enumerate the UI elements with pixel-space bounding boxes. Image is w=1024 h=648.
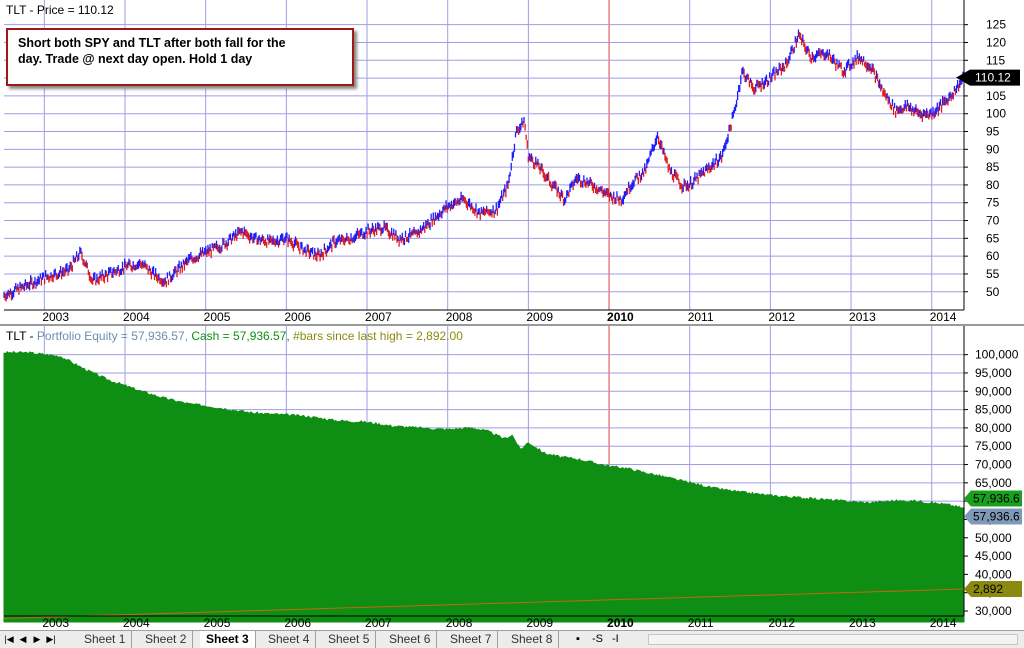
- equity-y-tick-label: 30,000: [975, 604, 1012, 618]
- price-y-tick-label: 95: [986, 125, 1000, 139]
- price-x-tick-label: 2012: [768, 310, 795, 324]
- price-y-tick-label: 105: [986, 89, 1006, 103]
- equity-chart-pane[interactable]: 100,000 95,000 90,000 85,000 80,000 75,000 70,…: [0, 326, 1024, 630]
- equity-x-tick-label: 2005: [204, 616, 231, 630]
- first-sheet-icon[interactable]: |◀: [4, 634, 14, 644]
- equity-value-badge: 57,936.6: [973, 509, 1020, 523]
- price-y-tick-label: 70: [986, 214, 1000, 228]
- tab-sheet-5[interactable]: Sheet 5: [322, 631, 377, 648]
- price-y-tick-label: 50: [986, 285, 1000, 299]
- pane-divider[interactable]: [0, 324, 1024, 326]
- equity-x-tick-label: 2009: [526, 616, 553, 630]
- equity-x-tick-label: 2014: [930, 616, 957, 630]
- price-x-tick-label: 2014: [930, 310, 957, 324]
- price-y-tick-label: 75: [986, 196, 1000, 210]
- equity-title-bars: #bars since last high = 2,892.00: [289, 329, 463, 343]
- price-chart-title: TLT - Price = 110.12: [6, 3, 114, 17]
- annotation-line-1: Short both SPY and TLT after both fall f…: [18, 36, 286, 50]
- price-x-tick-label: 2013: [849, 310, 876, 324]
- last-price-label: 110.12: [975, 71, 1011, 85]
- cash-value-badge: 57,936.6: [973, 491, 1020, 505]
- equity-x-tick-label: 2003: [42, 616, 69, 630]
- equity-x-tick-label: 2012: [768, 616, 795, 630]
- tab-sheet-6[interactable]: Sheet 6: [383, 631, 438, 648]
- equity-x-tick-label: 2013: [849, 616, 876, 630]
- tab-sheet-3[interactable]: Sheet 3: [200, 631, 256, 648]
- price-y-tick-label: 80: [986, 178, 1000, 192]
- price-chart-pane[interactable]: 2003 2004 2005 2006 2007 2008 2009 2010 2011 2012…: [0, 0, 1024, 325]
- price-x-tick-label: 2003: [42, 310, 69, 324]
- equity-chart[interactable]: 100,000 95,000 90,000 85,000 80,000 75,000 70,…: [0, 326, 1024, 630]
- cash-value-badge-bg: [964, 490, 1022, 507]
- equity-y-tick-label: 70,000: [975, 458, 1012, 472]
- bars-value-badge-bg: [964, 581, 1022, 598]
- equity-y-tick-label: 75,000: [975, 439, 1012, 453]
- price-x-tick-label: 2006: [284, 310, 311, 324]
- equity-y-tick-label: 95,000: [975, 366, 1012, 380]
- price-y-tick-label: 55: [986, 267, 1000, 281]
- tab-sheet-2[interactable]: Sheet 2: [139, 631, 194, 648]
- price-x-tick-label: 2004: [123, 310, 150, 324]
- prev-sheet-icon[interactable]: ◀: [19, 634, 27, 644]
- equity-y-tick-label: 90,000: [975, 384, 1012, 398]
- equity-title-cash: Cash = 57,936.57,: [188, 329, 290, 343]
- equity-chart-title: TLT - Portfolio Equity = 57,936.57, Cash…: [6, 329, 463, 343]
- price-y-tick-label: 100: [986, 107, 1006, 121]
- equity-y-tick-label: 85,000: [975, 403, 1012, 417]
- next-sheet-icon[interactable]: ▶: [33, 634, 41, 644]
- last-price-badge: [956, 69, 1020, 86]
- tab-sheet-4[interactable]: Sheet 4: [262, 631, 317, 648]
- equity-area: [3, 350, 965, 623]
- equity-x-tick-label: 2007: [365, 616, 392, 630]
- equity-y-tick-label: 100,000: [975, 348, 1019, 362]
- price-x-tick-label: 2011: [688, 310, 714, 324]
- equity-x-tick-label: 2011: [688, 616, 714, 630]
- price-y-tick-label: 115: [986, 53, 1005, 67]
- equity-title-prefix: TLT -: [6, 329, 37, 343]
- equity-y-tick-label: 50,000: [975, 531, 1012, 545]
- price-y-tick-label: 85: [986, 160, 1000, 174]
- equity-title-portfolio: Portfolio Equity = 57,936.57,: [36, 329, 188, 343]
- equity-y-tick-label: 40,000: [975, 567, 1012, 581]
- price-y-tick-label: 60: [986, 249, 1000, 263]
- bars-since-high-line: [3, 588, 965, 619]
- annotation-line-2: day. Trade @ next day open. Hold 1 day: [18, 52, 253, 66]
- tab-sheet-1[interactable]: Sheet 1: [78, 631, 133, 648]
- tab-sheet-7[interactable]: Sheet 7: [444, 631, 499, 648]
- equity-y-tick-label: 80,000: [975, 421, 1012, 435]
- price-y-tick-label: 120: [986, 35, 1006, 49]
- equity-x-tick-label: 2010: [607, 616, 634, 630]
- tab-sheet-8[interactable]: Sheet 8: [505, 631, 560, 648]
- equity-y-tick-label: 45,000: [975, 549, 1012, 563]
- price-y-tick-label: 125: [986, 18, 1006, 32]
- equity-value-badge-bg: [964, 508, 1022, 525]
- price-x-tick-label: 2010: [607, 310, 634, 324]
- horizontal-scrollbar[interactable]: [648, 634, 1018, 645]
- price-y-tick-label: 90: [986, 142, 1000, 156]
- price-x-tick-label: 2008: [446, 310, 473, 324]
- bars-value-badge: 2,892: [973, 582, 1003, 596]
- price-x-tick-label: 2007: [365, 310, 392, 324]
- price-x-tick-label: 2005: [204, 310, 231, 324]
- lock-icon[interactable]: ▪: [576, 633, 580, 645]
- price-y-tick-label: 65: [986, 231, 1000, 245]
- scale-i-button[interactable]: -I: [612, 633, 619, 645]
- last-sheet-icon[interactable]: ▶|: [46, 634, 56, 644]
- strategy-annotation-box[interactable]: Short both SPY and TLT after both fall f…: [6, 28, 354, 86]
- equity-x-tick-label: 2004: [123, 616, 150, 630]
- sheet-tab-bar: |◀ ◀ ▶ ▶| Sheet 1 Sheet 2 Sheet 3 Sheet …: [0, 630, 1024, 648]
- scale-s-button[interactable]: -S: [592, 633, 603, 645]
- equity-x-tick-label: 2006: [284, 616, 311, 630]
- equity-y-tick-label: 65,000: [975, 476, 1012, 490]
- equity-x-tick-label: 2008: [446, 616, 473, 630]
- price-x-tick-label: 2009: [526, 310, 553, 324]
